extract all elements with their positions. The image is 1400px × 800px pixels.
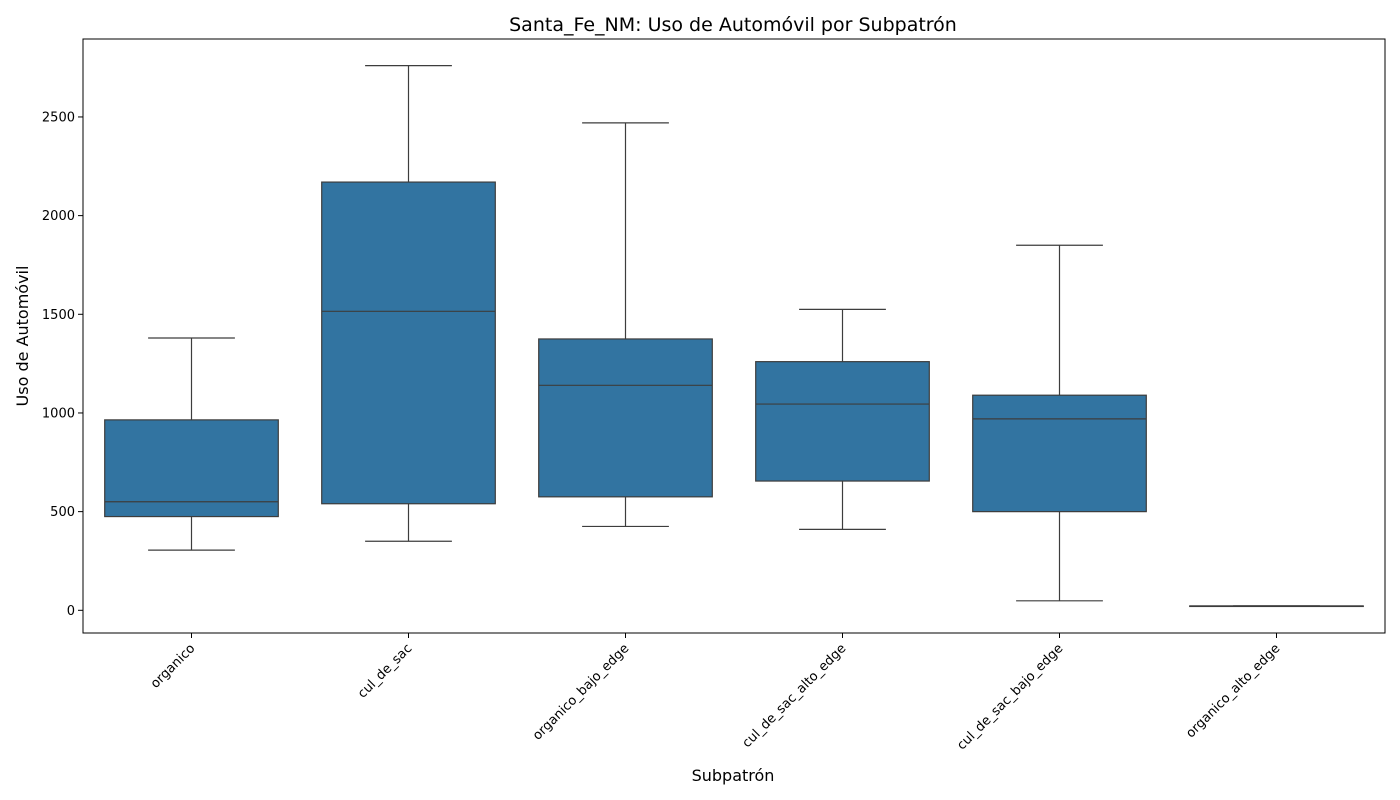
x-axis-label: Subpatrón [692, 766, 775, 785]
y-tick-label-1500: 1500 [42, 308, 75, 323]
y-tick-label-1000: 1000 [42, 406, 75, 421]
x-tick-label-organico-bajo-edge: organico_bajo_edge [530, 641, 632, 743]
x-tick-label-cul-de-sac: cul_de_sac [355, 641, 415, 701]
box-organico-bajo-edge [538, 338, 713, 498]
box-cul-de-sac-alto-edge [755, 361, 930, 482]
y-tick-label-0: 0 [67, 604, 75, 619]
chart-title: Santa_Fe_NM: Uso de Automóvil por Subpat… [509, 14, 957, 36]
x-tick-label-cul-de-sac-alto-edge: cul_de_sac_alto_edge [740, 641, 850, 751]
box-organico [104, 419, 279, 518]
plot-frame [82, 38, 1386, 634]
box-cul-de-sac-bajo-edge [972, 394, 1147, 513]
box-cul-de-sac [321, 181, 496, 505]
x-tick-label-organico: organico [148, 641, 198, 691]
y-tick-label-2000: 2000 [42, 209, 75, 224]
y-tick-label-500: 500 [50, 505, 75, 520]
y-axis-label: Uso de Automóvil [13, 266, 32, 407]
plot-area: 0 500 1000 1500 2000 2500 organico cul_de_sac or… [42, 38, 1386, 753]
x-tick-label-cul-de-sac-bajo-edge: cul_de_sac_bajo_edge [954, 641, 1066, 753]
y-tick-label-2500: 2500 [42, 110, 75, 125]
x-tick-label-organico-alto-edge: organico_alto_edge [1183, 641, 1283, 741]
